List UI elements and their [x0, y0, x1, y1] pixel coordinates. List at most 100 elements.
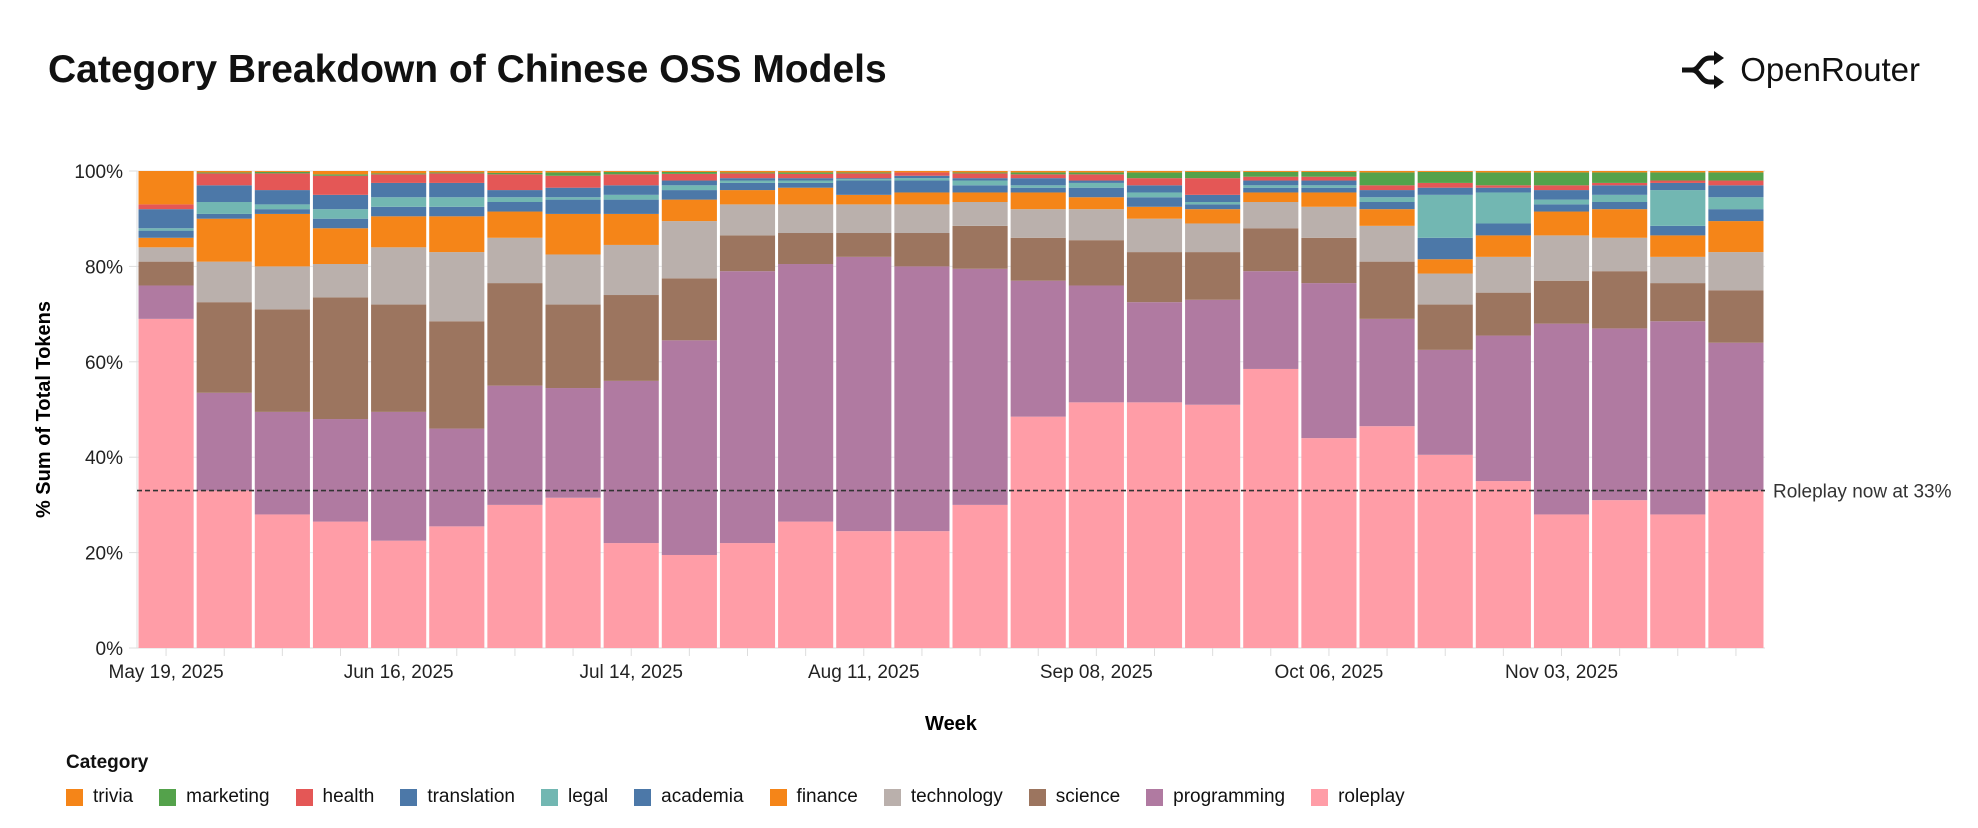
- bar-segment-finance: [429, 216, 485, 253]
- bar-segment-finance: [1185, 209, 1241, 224]
- bar-segment-science: [1126, 252, 1183, 303]
- bar-segment-science: [1068, 240, 1124, 286]
- bar-segment-health: [1417, 182, 1473, 188]
- bar-segment-roleplay: [661, 554, 717, 648]
- bar-segment-technology: [1359, 225, 1415, 262]
- bar-segment-roleplay: [1010, 416, 1066, 648]
- bar-segment-science: [545, 304, 601, 389]
- bar-segment-programming: [1010, 280, 1066, 417]
- bar-segment-academia: [1650, 225, 1706, 236]
- bar-segment-programming: [138, 285, 194, 319]
- legend-swatch: [769, 788, 787, 806]
- y-tick-label: 20%: [85, 544, 123, 565]
- bar-segment-trivia: [836, 171, 892, 173]
- legend-swatch: [1028, 788, 1046, 806]
- bar-segment-programming: [1650, 321, 1706, 515]
- bar-segment-finance: [254, 213, 310, 267]
- bar-segment-roleplay: [719, 543, 776, 648]
- bar-segment-health: [778, 173, 834, 179]
- x-tick-label: Oct 06, 2025: [1275, 662, 1384, 683]
- bar-segment-academia: [312, 218, 369, 229]
- bar-segment-academia: [487, 202, 543, 212]
- bar-segment-finance: [778, 187, 834, 205]
- bar-segment-finance: [1359, 209, 1415, 226]
- bar-segment-academia: [836, 180, 892, 195]
- bar-segment-trivia: [661, 171, 717, 172]
- bar-segment-health: [1359, 185, 1415, 191]
- bar-segment-technology: [1185, 223, 1241, 253]
- bar-segment-marketing: [952, 172, 1008, 174]
- x-tick-label: Aug 11, 2025: [808, 662, 920, 683]
- x-axis-title: Week: [925, 713, 978, 735]
- bar-segment-trivia: [1010, 171, 1066, 173]
- bar-segment-translation: [1243, 180, 1299, 186]
- bar-segment-health: [661, 173, 717, 181]
- bar-segment-trivia: [1301, 171, 1357, 172]
- bar-segment-trivia: [894, 171, 950, 173]
- bar-segment-marketing: [1359, 172, 1415, 186]
- legend-item-marketing: marketing: [159, 786, 270, 808]
- openrouter-logo: OpenRouter: [1680, 50, 1920, 90]
- bar-segment-finance: [719, 190, 776, 205]
- bar-segment-marketing: [1068, 172, 1124, 175]
- bar-segment-health: [719, 173, 776, 179]
- bar-segment-translation: [487, 190, 543, 198]
- bar-segment-trivia: [1708, 171, 1764, 173]
- bar-segment-technology: [429, 252, 485, 322]
- legend-swatch: [634, 788, 652, 806]
- bar-segment-science: [429, 321, 485, 429]
- bar-segment-marketing: [1475, 172, 1531, 186]
- legend-item-finance: finance: [769, 786, 858, 808]
- bar-segment-health: [196, 173, 252, 186]
- bar-segment-science: [719, 235, 776, 272]
- bar-segment-legal: [1068, 182, 1124, 188]
- bar-segment-roleplay: [254, 514, 310, 648]
- bar-segment-roleplay: [1185, 404, 1241, 648]
- legend-item-trivia: trivia: [66, 786, 133, 808]
- bar-segment-roleplay: [778, 521, 834, 648]
- x-tick-label: Jul 14, 2025: [579, 662, 683, 683]
- bar-segment-trivia: [487, 171, 543, 173]
- bar-segment-health: [487, 174, 543, 191]
- bar-segment-health: [1650, 180, 1706, 183]
- bar-segment-legal: [371, 197, 427, 207]
- bar-segment-technology: [254, 266, 310, 310]
- bar-segment-trivia: [1126, 171, 1183, 173]
- y-tick-label: 100%: [74, 162, 123, 183]
- bar-segment-marketing: [196, 172, 252, 174]
- bar-segment-science: [1185, 252, 1241, 300]
- bar-segment-academia: [1126, 197, 1183, 207]
- bar-segment-trivia: [545, 171, 601, 173]
- bar-segment-translation: [894, 175, 950, 179]
- bar-segment-trivia: [1185, 171, 1241, 172]
- bar-segment-technology: [719, 204, 776, 236]
- bar-segment-academia: [894, 180, 950, 193]
- bar-segment-finance: [1068, 197, 1124, 210]
- bar-segment-trivia: [196, 171, 252, 173]
- bar-segment-science: [952, 225, 1008, 269]
- bar-segment-translation: [254, 190, 310, 205]
- bar-segment-legal: [778, 180, 834, 183]
- bar-segment-health: [603, 174, 659, 186]
- bar-segment-roleplay: [1475, 481, 1531, 648]
- bar-segment-trivia: [1533, 171, 1590, 173]
- bar-segment-academia: [1301, 187, 1357, 193]
- bar-segment-roleplay: [1068, 402, 1124, 648]
- bar-segment-roleplay: [1301, 438, 1357, 648]
- bar-segment-technology: [1417, 273, 1473, 305]
- bar-segment-trivia: [138, 171, 194, 205]
- y-tick-label: 80%: [85, 257, 123, 278]
- bar-segment-legal: [661, 185, 717, 191]
- bar-segment-science: [1301, 237, 1357, 284]
- bar-segment-programming: [1592, 328, 1648, 501]
- bar-segment-trivia: [1475, 171, 1531, 173]
- bar-segment-marketing: [836, 172, 892, 174]
- bar-segment-science: [1708, 290, 1764, 343]
- bar-segment-academia: [1475, 223, 1531, 236]
- bar-segment-finance: [894, 192, 950, 205]
- bar-segment-health: [1243, 176, 1299, 181]
- bar-segment-technology: [1301, 206, 1357, 238]
- bar-segment-programming: [371, 411, 427, 541]
- bar-segment-technology: [1592, 237, 1648, 272]
- bar-segment-technology: [1650, 256, 1706, 284]
